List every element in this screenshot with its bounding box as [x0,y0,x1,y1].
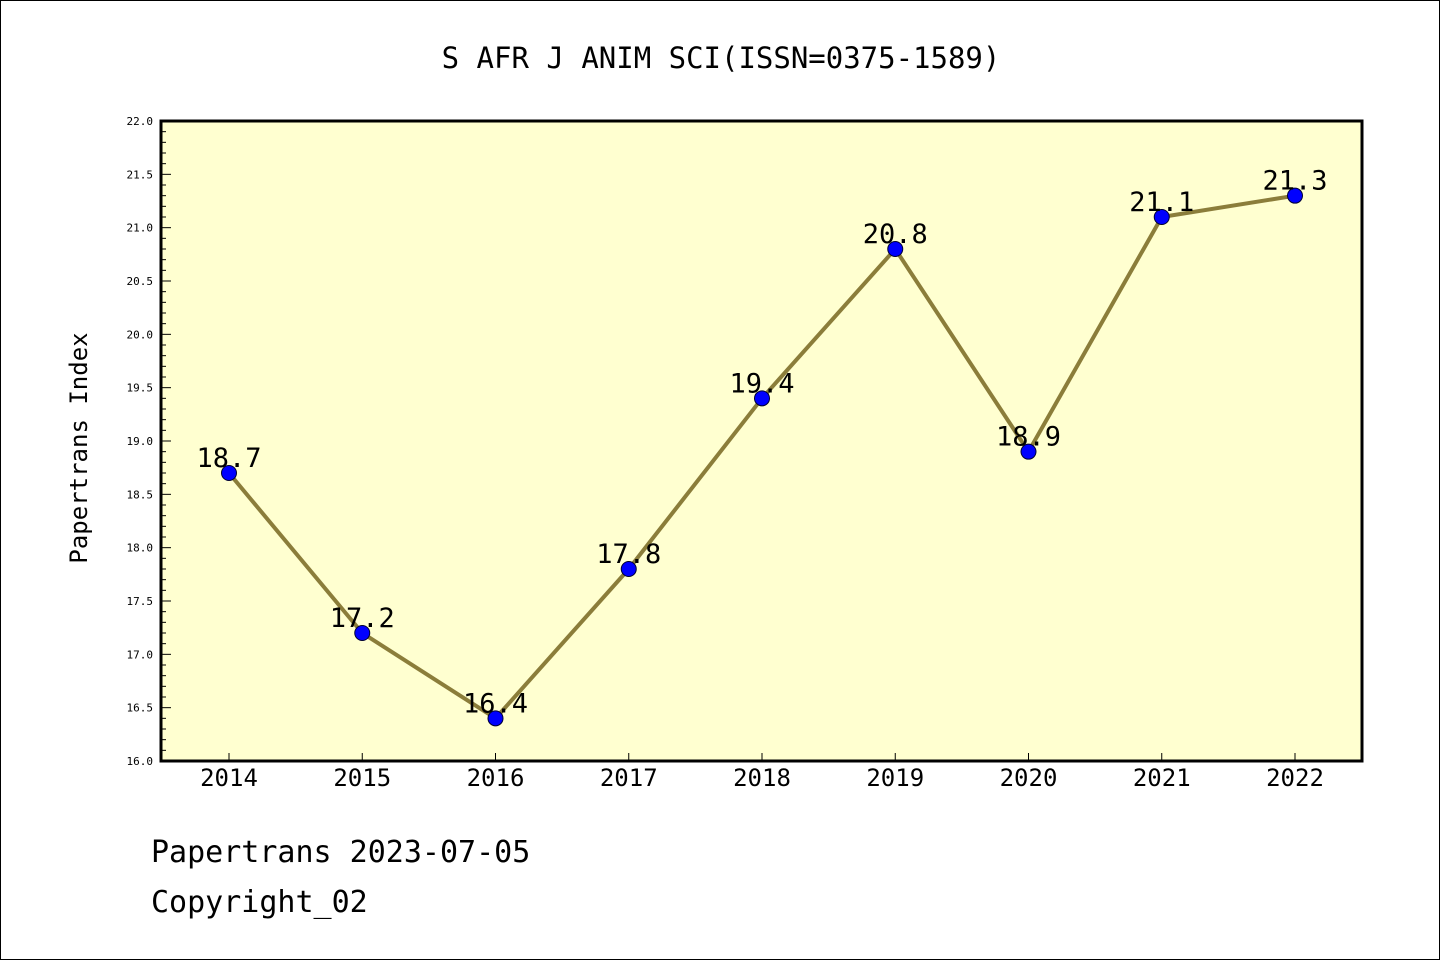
x-tick-label: 2019 [866,764,924,792]
data-point [1153,209,1170,225]
y-axis: 16.0 16.5 17.0 17.5 18.0 18.5 19.0 19.5 20.0 20.5… [127,115,171,768]
chart-title: S AFR J ANIM SCI(ISSN=0375-1589) [442,41,1001,75]
x-axis: 2014 2015 2016 2017 2018 2019 2020 2021 2022 [200,753,1324,792]
data-label: 18.7 [196,443,261,474]
x-tick-label: 2017 [600,764,658,792]
y-tick-label: 17.5 [127,595,154,608]
plot-area [161,121,1362,761]
footer-date: Papertrans 2023-07-05 [151,835,531,870]
data-point [354,625,371,641]
data-label: 21.1 [1129,187,1194,218]
y-tick-label: 19.5 [127,382,154,395]
x-tick-label: 2020 [1000,764,1058,792]
x-tick-label: 2015 [333,764,391,792]
y-tick-label: 18.5 [127,488,154,501]
y-tick-label: 21.0 [127,222,154,235]
data-point [1020,443,1037,460]
data-label: 16.4 [463,688,528,719]
y-tick-label: 18.0 [127,542,154,555]
x-tick-label: 2016 [467,764,525,792]
x-tick-label: 2021 [1133,764,1191,792]
x-tick-label: 2014 [200,764,258,792]
y-tick-label: 16.5 [127,702,154,715]
y-axis-label: Papertrans Index [65,332,93,563]
data-label: 17.2 [330,603,395,634]
data-point [487,710,504,727]
data-label: 19.4 [729,368,794,399]
y-tick-label: 17.0 [127,648,154,661]
data-labels: 18.7 17.2 16.4 17.8 19.4 20.8 18.9 21.1 21.3 [196,166,1327,720]
y-tick-label: 21.5 [127,168,154,181]
y-tick-label: 16.0 [127,755,154,768]
y-tick-label: 19.0 [127,435,154,448]
y-tick-label: 20.5 [127,275,154,288]
footer-copyright: Copyright_02 [151,885,368,920]
x-tick-label: 2018 [733,764,791,792]
data-point [221,465,237,481]
y-tick-label: 22.0 [127,115,154,128]
data-label: 17.8 [596,539,661,570]
data-point [887,241,904,257]
data-label: 21.3 [1262,166,1327,197]
x-tick-label: 2022 [1266,764,1324,792]
data-label: 18.9 [996,422,1061,453]
y-tick-label: 20.0 [127,328,154,341]
data-point [754,390,770,407]
plot-border [159,119,1364,763]
data-point [620,561,637,577]
data-label: 20.8 [863,219,928,250]
data-point [1287,187,1303,204]
data-markers [221,187,1303,727]
